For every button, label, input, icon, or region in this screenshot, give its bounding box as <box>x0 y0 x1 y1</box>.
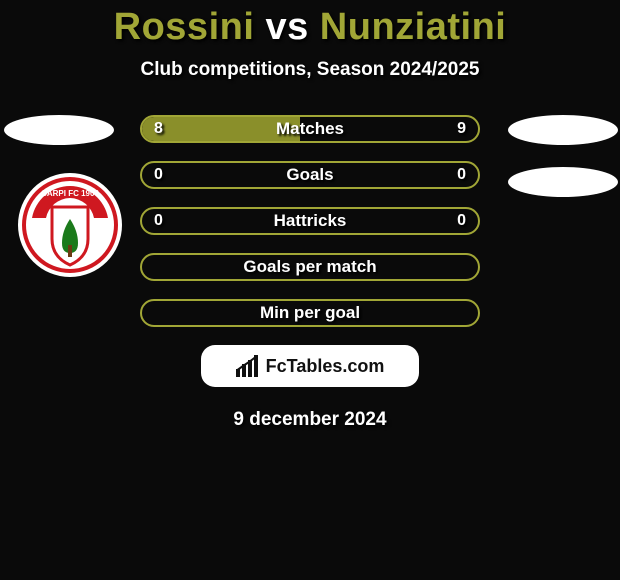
stat-row: 0 0 Goals <box>140 161 480 189</box>
stat-label: Goals per match <box>243 257 376 277</box>
stat-row: 0 0 Hattricks <box>140 207 480 235</box>
comparison-stage: CARPI FC 1909 8 9 Matches 0 0 Goals 0 0 Hattrick… <box>0 115 620 431</box>
title-left: Rossini <box>114 6 255 48</box>
stat-label: Goals <box>286 165 333 185</box>
stat-row: Min per goal <box>140 299 480 327</box>
title-vs: vs <box>265 6 308 48</box>
right-avatar-placeholder-1 <box>508 115 618 145</box>
stat-row: 8 9 Matches <box>140 115 480 143</box>
stat-value-left: 0 <box>154 209 163 233</box>
subtitle: Club competitions, Season 2024/2025 <box>0 59 620 81</box>
title-right: Nunziatini <box>320 6 507 48</box>
stat-row: Goals per match <box>140 253 480 281</box>
stat-value-left: 8 <box>154 117 163 141</box>
stat-value-left: 0 <box>154 163 163 187</box>
badge-top-text: CARPI FC 1909 <box>41 189 99 198</box>
stat-label: Min per goal <box>260 303 360 323</box>
fctables-badge: FcTables.com <box>201 345 419 387</box>
right-avatar-placeholder-2 <box>508 167 618 197</box>
fctables-brand-bold: Fc <box>266 356 287 376</box>
snapshot-date: 9 december 2024 <box>0 409 620 431</box>
fctables-brand-rest: Tables.com <box>287 356 385 376</box>
left-club-badge: CARPI FC 1909 <box>18 173 122 277</box>
stat-value-right: 0 <box>457 163 466 187</box>
stat-value-right: 0 <box>457 209 466 233</box>
left-avatar-placeholder-1 <box>4 115 114 145</box>
page-title: Rossini vs Nunziatini <box>0 0 620 49</box>
carpi-badge-icon: CARPI FC 1909 <box>18 173 122 277</box>
fctables-brand: FcTables.com <box>266 356 385 377</box>
stat-value-right: 9 <box>457 117 466 141</box>
bar-chart-icon <box>236 355 260 377</box>
stat-label: Hattricks <box>274 211 347 231</box>
stat-label: Matches <box>276 119 344 139</box>
stat-rows: 8 9 Matches 0 0 Goals 0 0 Hattricks Goals per mat… <box>140 115 480 327</box>
